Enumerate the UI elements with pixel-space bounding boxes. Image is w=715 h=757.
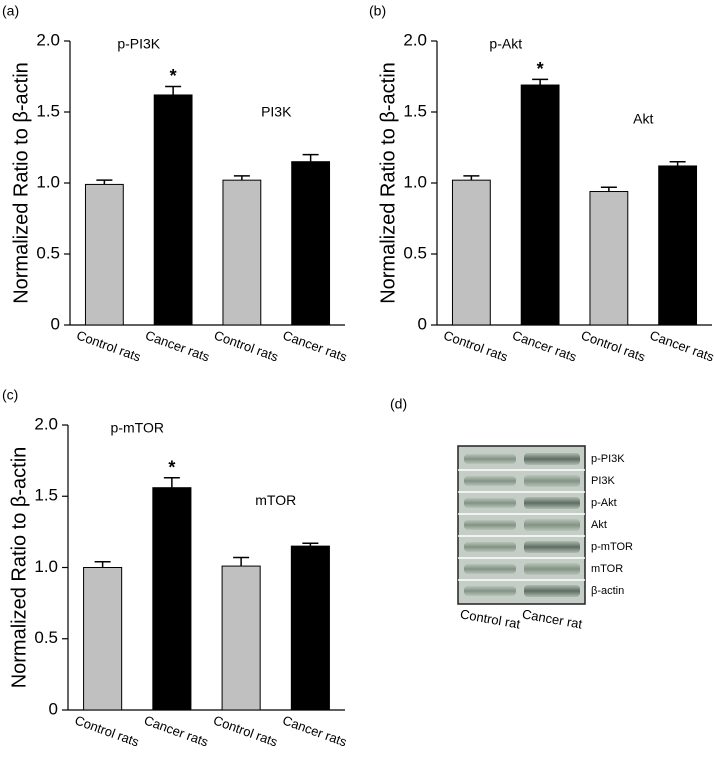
x-tick-label: Control rats bbox=[579, 327, 648, 364]
y-tick-label: 0.5 bbox=[403, 243, 427, 262]
band bbox=[524, 453, 580, 465]
lane-label: Control rat bbox=[459, 606, 522, 631]
group-label: p-PI3K bbox=[117, 36, 160, 52]
x-tick-label: Cancer rats bbox=[281, 327, 350, 364]
y-tick-label: 1.0 bbox=[36, 172, 60, 191]
protein-label: PI3K bbox=[591, 475, 616, 487]
group-label: p-mTOR bbox=[111, 420, 164, 436]
bar bbox=[589, 191, 629, 326]
x-tick-label: Control rats bbox=[211, 712, 280, 749]
y-tick-label: 2.0 bbox=[403, 30, 427, 49]
y-tick-label: 1.5 bbox=[34, 486, 58, 505]
band bbox=[464, 476, 516, 486]
band bbox=[464, 520, 516, 530]
band bbox=[524, 563, 580, 575]
error-bar bbox=[233, 556, 250, 567]
error-bar bbox=[165, 85, 182, 95]
x-tick-label: Cancer rats bbox=[510, 327, 579, 364]
y-tick-label: 0 bbox=[51, 314, 60, 333]
bar bbox=[658, 165, 698, 326]
band bbox=[464, 454, 516, 464]
y-axis-label: Normalized Ratio to β-actin bbox=[10, 62, 32, 304]
error-bar bbox=[96, 179, 113, 185]
bar bbox=[290, 545, 330, 711]
lane-label: Cancer rat bbox=[521, 606, 584, 631]
band bbox=[464, 542, 516, 552]
significance-mark: * bbox=[537, 59, 544, 79]
y-tick-label: 0 bbox=[418, 314, 427, 333]
protein-label: p-PI3K bbox=[591, 453, 625, 465]
band bbox=[524, 519, 580, 531]
y-axis-label: Normalized Ratio to β-actin bbox=[8, 447, 30, 689]
error-bar bbox=[600, 186, 617, 192]
group-label: Akt bbox=[633, 110, 653, 126]
error-bar bbox=[163, 476, 180, 488]
bar bbox=[152, 487, 192, 711]
bar bbox=[451, 179, 491, 326]
y-tick-label: 1.5 bbox=[403, 101, 427, 120]
panel-label: (b) bbox=[369, 3, 386, 19]
y-axis-label: Normalized Ratio to β-actin bbox=[377, 62, 399, 304]
protein-label: β-actin bbox=[591, 585, 624, 597]
band bbox=[524, 497, 580, 509]
x-tick-label: Control rats bbox=[212, 327, 281, 364]
error-bar bbox=[233, 175, 250, 181]
x-tick-label: Control rats bbox=[75, 327, 144, 364]
bar bbox=[520, 84, 560, 326]
bar bbox=[84, 183, 124, 326]
protein-label: mTOR bbox=[591, 563, 623, 575]
bar bbox=[222, 179, 262, 326]
y-tick-label: 1.0 bbox=[34, 557, 58, 576]
y-tick-label: 2.0 bbox=[34, 414, 58, 433]
panel-label: (c) bbox=[2, 387, 18, 403]
y-tick-label: 0.5 bbox=[36, 243, 60, 262]
band bbox=[524, 585, 580, 597]
bar bbox=[83, 567, 123, 711]
group-label: PI3K bbox=[261, 103, 292, 119]
panel-label: (a) bbox=[2, 3, 19, 19]
y-tick-label: 0.5 bbox=[34, 628, 58, 647]
protein-label: p-Akt bbox=[591, 497, 617, 509]
error-bar bbox=[532, 78, 549, 86]
group-label: p-Akt bbox=[489, 36, 522, 52]
error-bar bbox=[669, 160, 686, 166]
x-tick-label: Cancer rats bbox=[143, 327, 212, 364]
y-tick-label: 2.0 bbox=[36, 30, 60, 49]
band bbox=[524, 475, 580, 487]
error-bar bbox=[302, 153, 319, 162]
group-label: mTOR bbox=[255, 492, 296, 508]
error-bar bbox=[302, 542, 319, 547]
y-tick-label: 0 bbox=[49, 699, 58, 718]
band bbox=[464, 564, 516, 574]
bar bbox=[221, 565, 261, 711]
error-bar bbox=[463, 175, 480, 181]
band bbox=[524, 541, 580, 553]
x-tick-label: Cancer rats bbox=[142, 712, 211, 749]
bar bbox=[291, 161, 331, 326]
protein-label: p-mTOR bbox=[591, 541, 633, 553]
x-tick-label: Cancer rats bbox=[281, 712, 350, 749]
panel-label: (d) bbox=[390, 396, 407, 412]
protein-label: Akt bbox=[591, 519, 607, 531]
bar bbox=[153, 94, 193, 326]
x-tick-label: Cancer rats bbox=[648, 327, 715, 364]
band bbox=[464, 586, 516, 596]
error-bar bbox=[94, 561, 111, 568]
y-tick-label: 1.0 bbox=[403, 172, 427, 191]
significance-mark: * bbox=[168, 457, 175, 477]
band bbox=[464, 498, 516, 508]
y-tick-label: 1.5 bbox=[36, 101, 60, 120]
x-tick-label: Control rats bbox=[442, 327, 511, 364]
significance-mark: * bbox=[170, 66, 177, 86]
x-tick-label: Control rats bbox=[73, 712, 142, 749]
